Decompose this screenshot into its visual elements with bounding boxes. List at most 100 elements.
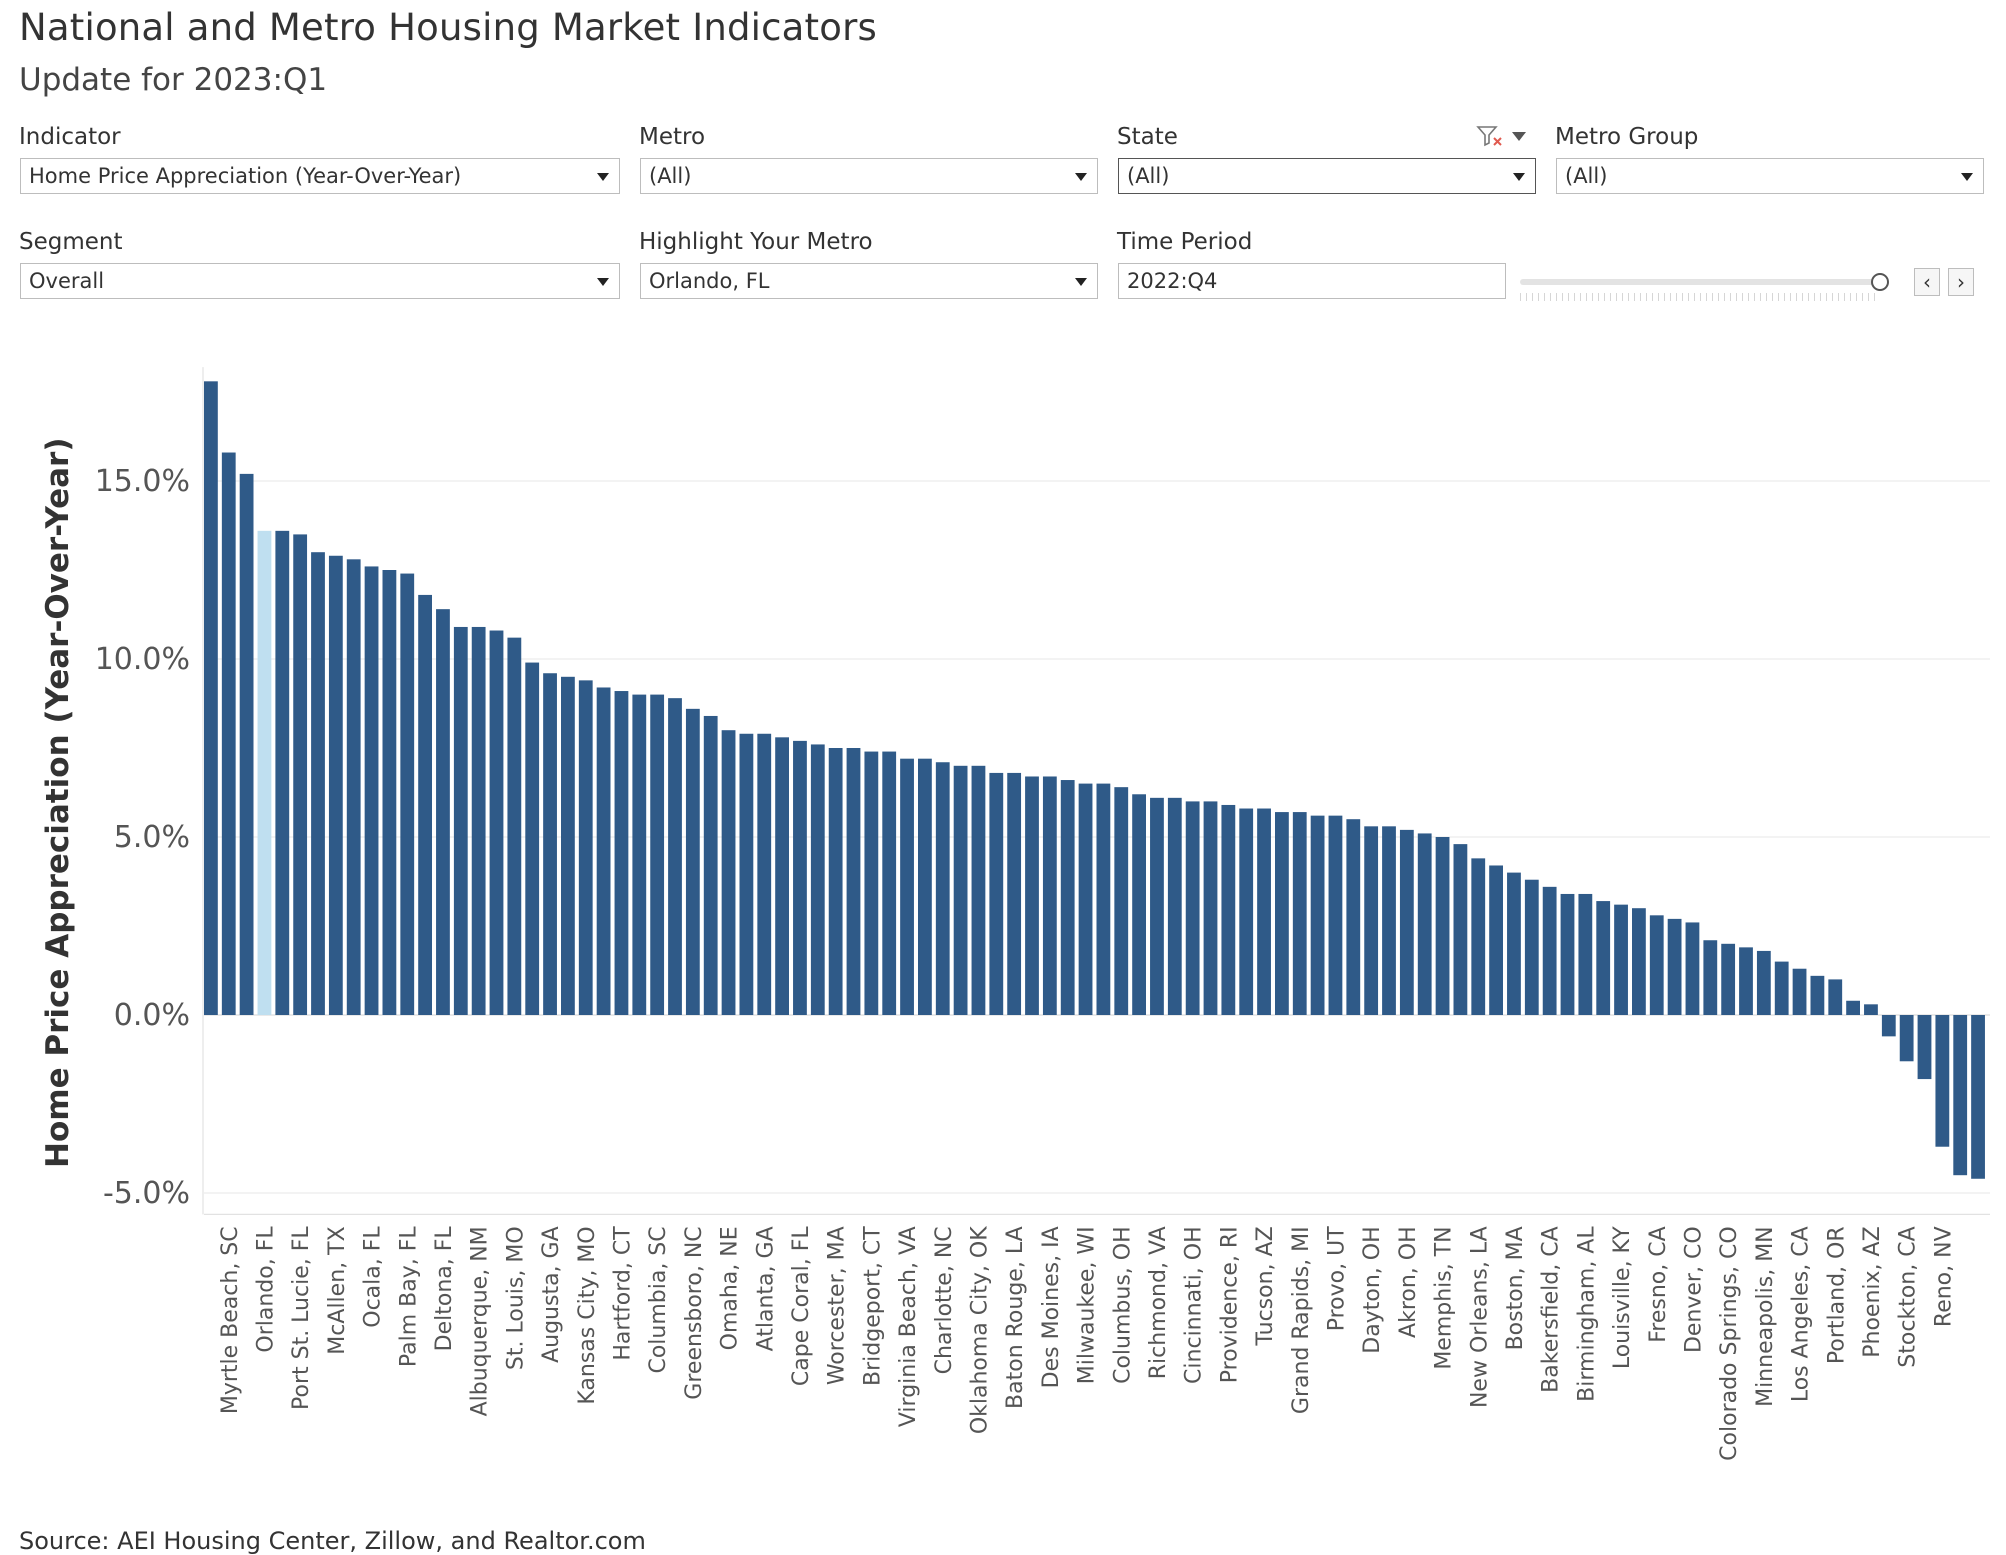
bar[interactable]: [239, 473, 254, 1015]
bar[interactable]: [221, 452, 236, 1015]
bar[interactable]: [757, 733, 772, 1015]
indicator-dropdown[interactable]: Home Price Appreciation (Year-Over-Year): [20, 158, 620, 194]
bar[interactable]: [436, 609, 450, 1015]
bar[interactable]: [1275, 812, 1289, 1015]
bar[interactable]: [578, 680, 593, 1015]
bar[interactable]: [1417, 833, 1432, 1015]
bar[interactable]: [918, 758, 932, 1015]
bar[interactable]: [1828, 979, 1843, 1015]
bar[interactable]: [1471, 858, 1486, 1015]
bar[interactable]: [703, 715, 718, 1015]
bar[interactable]: [382, 570, 397, 1015]
bar[interactable]: [1489, 865, 1503, 1015]
bar[interactable]: [971, 765, 986, 1015]
bar[interactable]: [721, 730, 736, 1015]
bar[interactable]: [1025, 776, 1039, 1015]
bar[interactable]: [614, 691, 629, 1015]
bar[interactable]: [632, 694, 647, 1015]
bar[interactable]: [1881, 1015, 1896, 1037]
bar[interactable]: [1578, 893, 1593, 1015]
time-period-slider-track[interactable]: [1520, 279, 1878, 285]
bar[interactable]: [596, 687, 611, 1015]
bar[interactable]: [793, 740, 807, 1015]
bar[interactable]: [275, 530, 290, 1015]
bar[interactable]: [1864, 1004, 1878, 1015]
bar[interactable]: [1739, 947, 1753, 1015]
bar[interactable]: [1632, 908, 1646, 1015]
bar[interactable]: [1542, 886, 1557, 1015]
segment-dropdown[interactable]: Overall: [20, 263, 620, 299]
bar[interactable]: [1935, 1015, 1950, 1147]
bar[interactable]: [257, 530, 272, 1015]
bar[interactable]: [1132, 794, 1146, 1015]
bar[interactable]: [1721, 943, 1736, 1015]
bar[interactable]: [471, 626, 486, 1015]
bar[interactable]: [1114, 787, 1129, 1015]
bar[interactable]: [1971, 1015, 1985, 1179]
highlight-dropdown[interactable]: Orlando, FL: [640, 263, 1098, 299]
bar[interactable]: [311, 552, 325, 1015]
bar[interactable]: [1239, 808, 1254, 1015]
bar[interactable]: [953, 765, 968, 1015]
bar[interactable]: [418, 594, 432, 1015]
bar[interactable]: [328, 555, 343, 1015]
filter-clear-icon[interactable]: [1476, 124, 1504, 148]
bar[interactable]: [650, 694, 665, 1015]
bar[interactable]: [1007, 772, 1022, 1015]
bar[interactable]: [685, 708, 700, 1015]
bar[interactable]: [1846, 1000, 1860, 1015]
bar[interactable]: [1435, 837, 1450, 1015]
bar[interactable]: [204, 381, 218, 1015]
bar[interactable]: [1292, 812, 1307, 1015]
bar[interactable]: [400, 573, 415, 1015]
bar[interactable]: [739, 733, 754, 1015]
metro-group-dropdown[interactable]: (All): [1556, 158, 1984, 194]
bar[interactable]: [1507, 872, 1521, 1015]
bar[interactable]: [1953, 1015, 1968, 1176]
bar[interactable]: [1328, 815, 1343, 1015]
bar[interactable]: [1042, 776, 1057, 1015]
bar[interactable]: [810, 744, 825, 1015]
prev-period-button[interactable]: ‹: [1914, 268, 1940, 296]
bar[interactable]: [1899, 1015, 1914, 1062]
bar[interactable]: [1756, 950, 1771, 1015]
bar[interactable]: [1774, 961, 1789, 1015]
bar[interactable]: [1596, 901, 1611, 1015]
bar[interactable]: [1078, 783, 1093, 1015]
bar[interactable]: [293, 534, 308, 1015]
bar[interactable]: [364, 566, 379, 1015]
bar[interactable]: [1917, 1015, 1932, 1080]
bar[interactable]: [989, 772, 1004, 1015]
bar[interactable]: [1346, 819, 1361, 1015]
bar[interactable]: [1150, 797, 1164, 1015]
bar[interactable]: [882, 751, 897, 1015]
bar[interactable]: [346, 559, 361, 1015]
bar[interactable]: [1614, 904, 1628, 1015]
bar[interactable]: [489, 630, 504, 1015]
bar[interactable]: [1792, 968, 1807, 1015]
bar[interactable]: [1060, 780, 1075, 1015]
bar[interactable]: [543, 673, 557, 1015]
time-period-slider-thumb[interactable]: [1871, 273, 1889, 291]
bar[interactable]: [828, 748, 843, 1015]
bar[interactable]: [525, 662, 540, 1015]
bar[interactable]: [1560, 893, 1575, 1015]
bar[interactable]: [1453, 844, 1468, 1015]
bar[interactable]: [935, 762, 950, 1015]
bar[interactable]: [507, 637, 522, 1015]
state-menu-caret-icon[interactable]: [1512, 132, 1526, 141]
bar[interactable]: [1382, 826, 1396, 1015]
bar[interactable]: [668, 698, 682, 1015]
bar[interactable]: [775, 737, 789, 1015]
bar[interactable]: [1685, 922, 1700, 1015]
bar[interactable]: [453, 626, 468, 1015]
bar[interactable]: [1649, 915, 1664, 1015]
bar[interactable]: [1310, 815, 1325, 1015]
bar[interactable]: [846, 748, 861, 1015]
bar[interactable]: [1221, 804, 1236, 1015]
state-dropdown[interactable]: (All): [1118, 158, 1536, 194]
bar[interactable]: [1524, 879, 1539, 1015]
time-period-input[interactable]: 2022:Q4: [1118, 263, 1506, 299]
bar[interactable]: [561, 676, 575, 1015]
bar[interactable]: [1667, 918, 1682, 1015]
